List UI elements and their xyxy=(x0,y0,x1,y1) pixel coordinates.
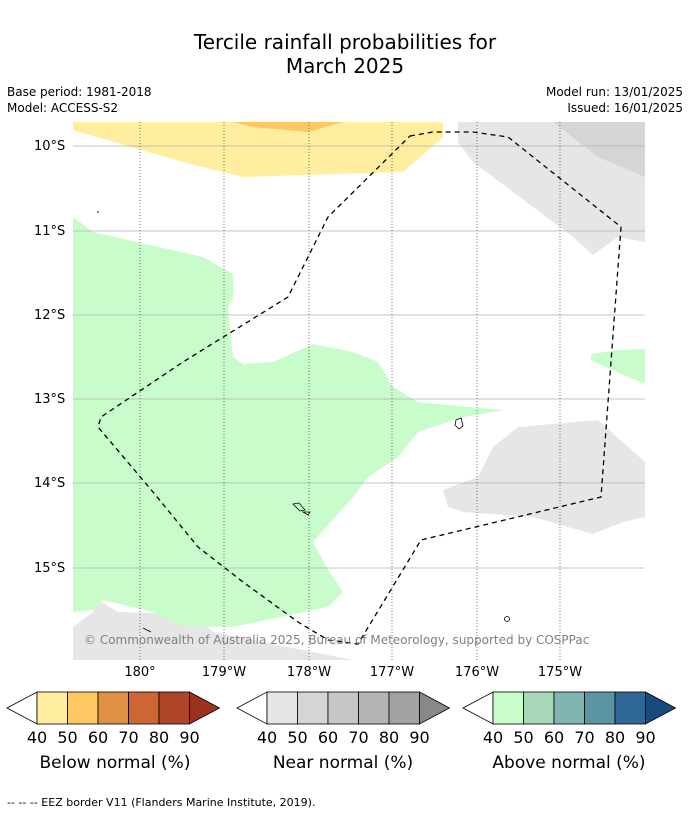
near-normal-50-area xyxy=(553,122,645,177)
lat-label: 13°S xyxy=(34,392,66,407)
legend-swatch xyxy=(388,691,420,725)
map-title: Tercile rainfall probabilities for March… xyxy=(0,30,690,78)
island-outline xyxy=(454,417,464,430)
legend-arrow-low xyxy=(462,691,494,725)
legend-tick-label: 70 xyxy=(118,728,139,747)
map-svg xyxy=(73,122,645,660)
meta-right: Model run: 13/01/2025 Issued: 16/01/2025 xyxy=(546,84,683,116)
legend-tick-label: 70 xyxy=(574,728,595,747)
lat-label: 10°S xyxy=(34,139,66,154)
island-dot xyxy=(97,211,99,213)
legend-swatch xyxy=(358,691,390,725)
lat-label: 12°S xyxy=(34,308,66,323)
base-period: Base period: 1981-2018 xyxy=(7,85,152,99)
legend-swatch xyxy=(158,691,190,725)
legend-swatch xyxy=(297,691,329,725)
eez-border xyxy=(97,131,622,645)
lon-label: 177°W xyxy=(369,665,415,680)
below-normal-area xyxy=(73,122,443,177)
legend-tick-label: 40 xyxy=(482,728,504,747)
legend-tick-label: 60 xyxy=(317,728,339,747)
legend-tick-label: 50 xyxy=(57,728,78,747)
legend-swatch xyxy=(128,691,160,725)
copyright-notice: © Commonwealth of Australia 2025, Bureau… xyxy=(84,633,590,647)
title-line-1: Tercile rainfall probabilities for xyxy=(193,30,497,54)
legend-swatch xyxy=(327,691,359,725)
eez-footnote: -- -- -- EEZ border V11 (Flanders Marine… xyxy=(7,796,316,809)
legend-swatch xyxy=(553,691,585,725)
legend-swatch xyxy=(36,691,68,725)
legend-tick-label: 70 xyxy=(348,728,369,747)
legend-tick-label: 90 xyxy=(635,728,656,747)
near-normal-colorbar xyxy=(236,691,451,725)
legend-swatch xyxy=(67,691,99,725)
legend-tick-label: 90 xyxy=(409,728,430,747)
legend-swatch xyxy=(266,691,298,725)
near-normal-legend-title: Near normal (%) xyxy=(272,753,414,773)
lon-label: 176°W xyxy=(454,665,500,680)
legend-tick-label: 60 xyxy=(543,728,565,747)
above-normal-legend-title: Above normal (%) xyxy=(492,753,646,773)
lon-label: 175°W xyxy=(537,665,583,680)
lon-label: 178°W xyxy=(286,665,332,680)
map-area xyxy=(73,122,645,660)
legend-arrow-low xyxy=(6,691,38,725)
legend-arrow-high xyxy=(645,691,677,725)
island-outline xyxy=(504,616,510,622)
below-normal-50-area xyxy=(233,122,343,132)
legend-swatch xyxy=(614,691,646,725)
legend-tick-label: 80 xyxy=(604,728,626,747)
legend-tick-label: 80 xyxy=(378,728,400,747)
above-normal-area xyxy=(73,217,505,627)
lon-label: 180° xyxy=(124,665,156,680)
legend-arrow-high xyxy=(189,691,221,725)
below-normal-legend-title: Below normal (%) xyxy=(39,753,191,773)
below-normal-colorbar xyxy=(6,691,221,725)
legend-tick-label: 50 xyxy=(287,728,308,747)
issued-date: Issued: 16/01/2025 xyxy=(567,101,683,115)
legend-swatch xyxy=(97,691,129,725)
legend-arrow-high xyxy=(419,691,451,725)
latitude-gridlines xyxy=(73,145,645,569)
legend-tick-label: 40 xyxy=(256,728,278,747)
model-run: Model run: 13/01/2025 xyxy=(545,85,683,99)
meta-left: Base period: 1981-2018 Model: ACCESS-S2 xyxy=(7,84,152,116)
legend-tick-label: 40 xyxy=(26,728,48,747)
lon-label: 179°W xyxy=(201,665,247,680)
above-normal-area-right xyxy=(591,349,645,384)
legend-tick-label: 90 xyxy=(179,728,200,747)
legend-tick-label: 80 xyxy=(148,728,170,747)
legend-swatch xyxy=(523,691,555,725)
model-name: Model: ACCESS-S2 xyxy=(7,101,119,115)
above-normal-colorbar xyxy=(462,691,677,725)
legend-tick-label: 50 xyxy=(513,728,534,747)
legend-swatch xyxy=(492,691,524,725)
legend-arrow-low xyxy=(236,691,268,725)
island-outline xyxy=(301,511,311,516)
lat-label: 11°S xyxy=(34,224,66,239)
island-dot xyxy=(142,627,152,633)
legend-colorbars xyxy=(6,691,677,725)
island-outline xyxy=(292,502,306,512)
legend-tick-label: 60 xyxy=(87,728,109,747)
title-line-2: March 2025 xyxy=(285,54,405,78)
lat-label: 15°S xyxy=(34,561,66,576)
near-normal-area-right xyxy=(443,420,645,534)
near-normal-area-bottom xyxy=(73,600,353,660)
legend-swatch xyxy=(584,691,616,725)
lat-label: 14°S xyxy=(34,476,66,491)
